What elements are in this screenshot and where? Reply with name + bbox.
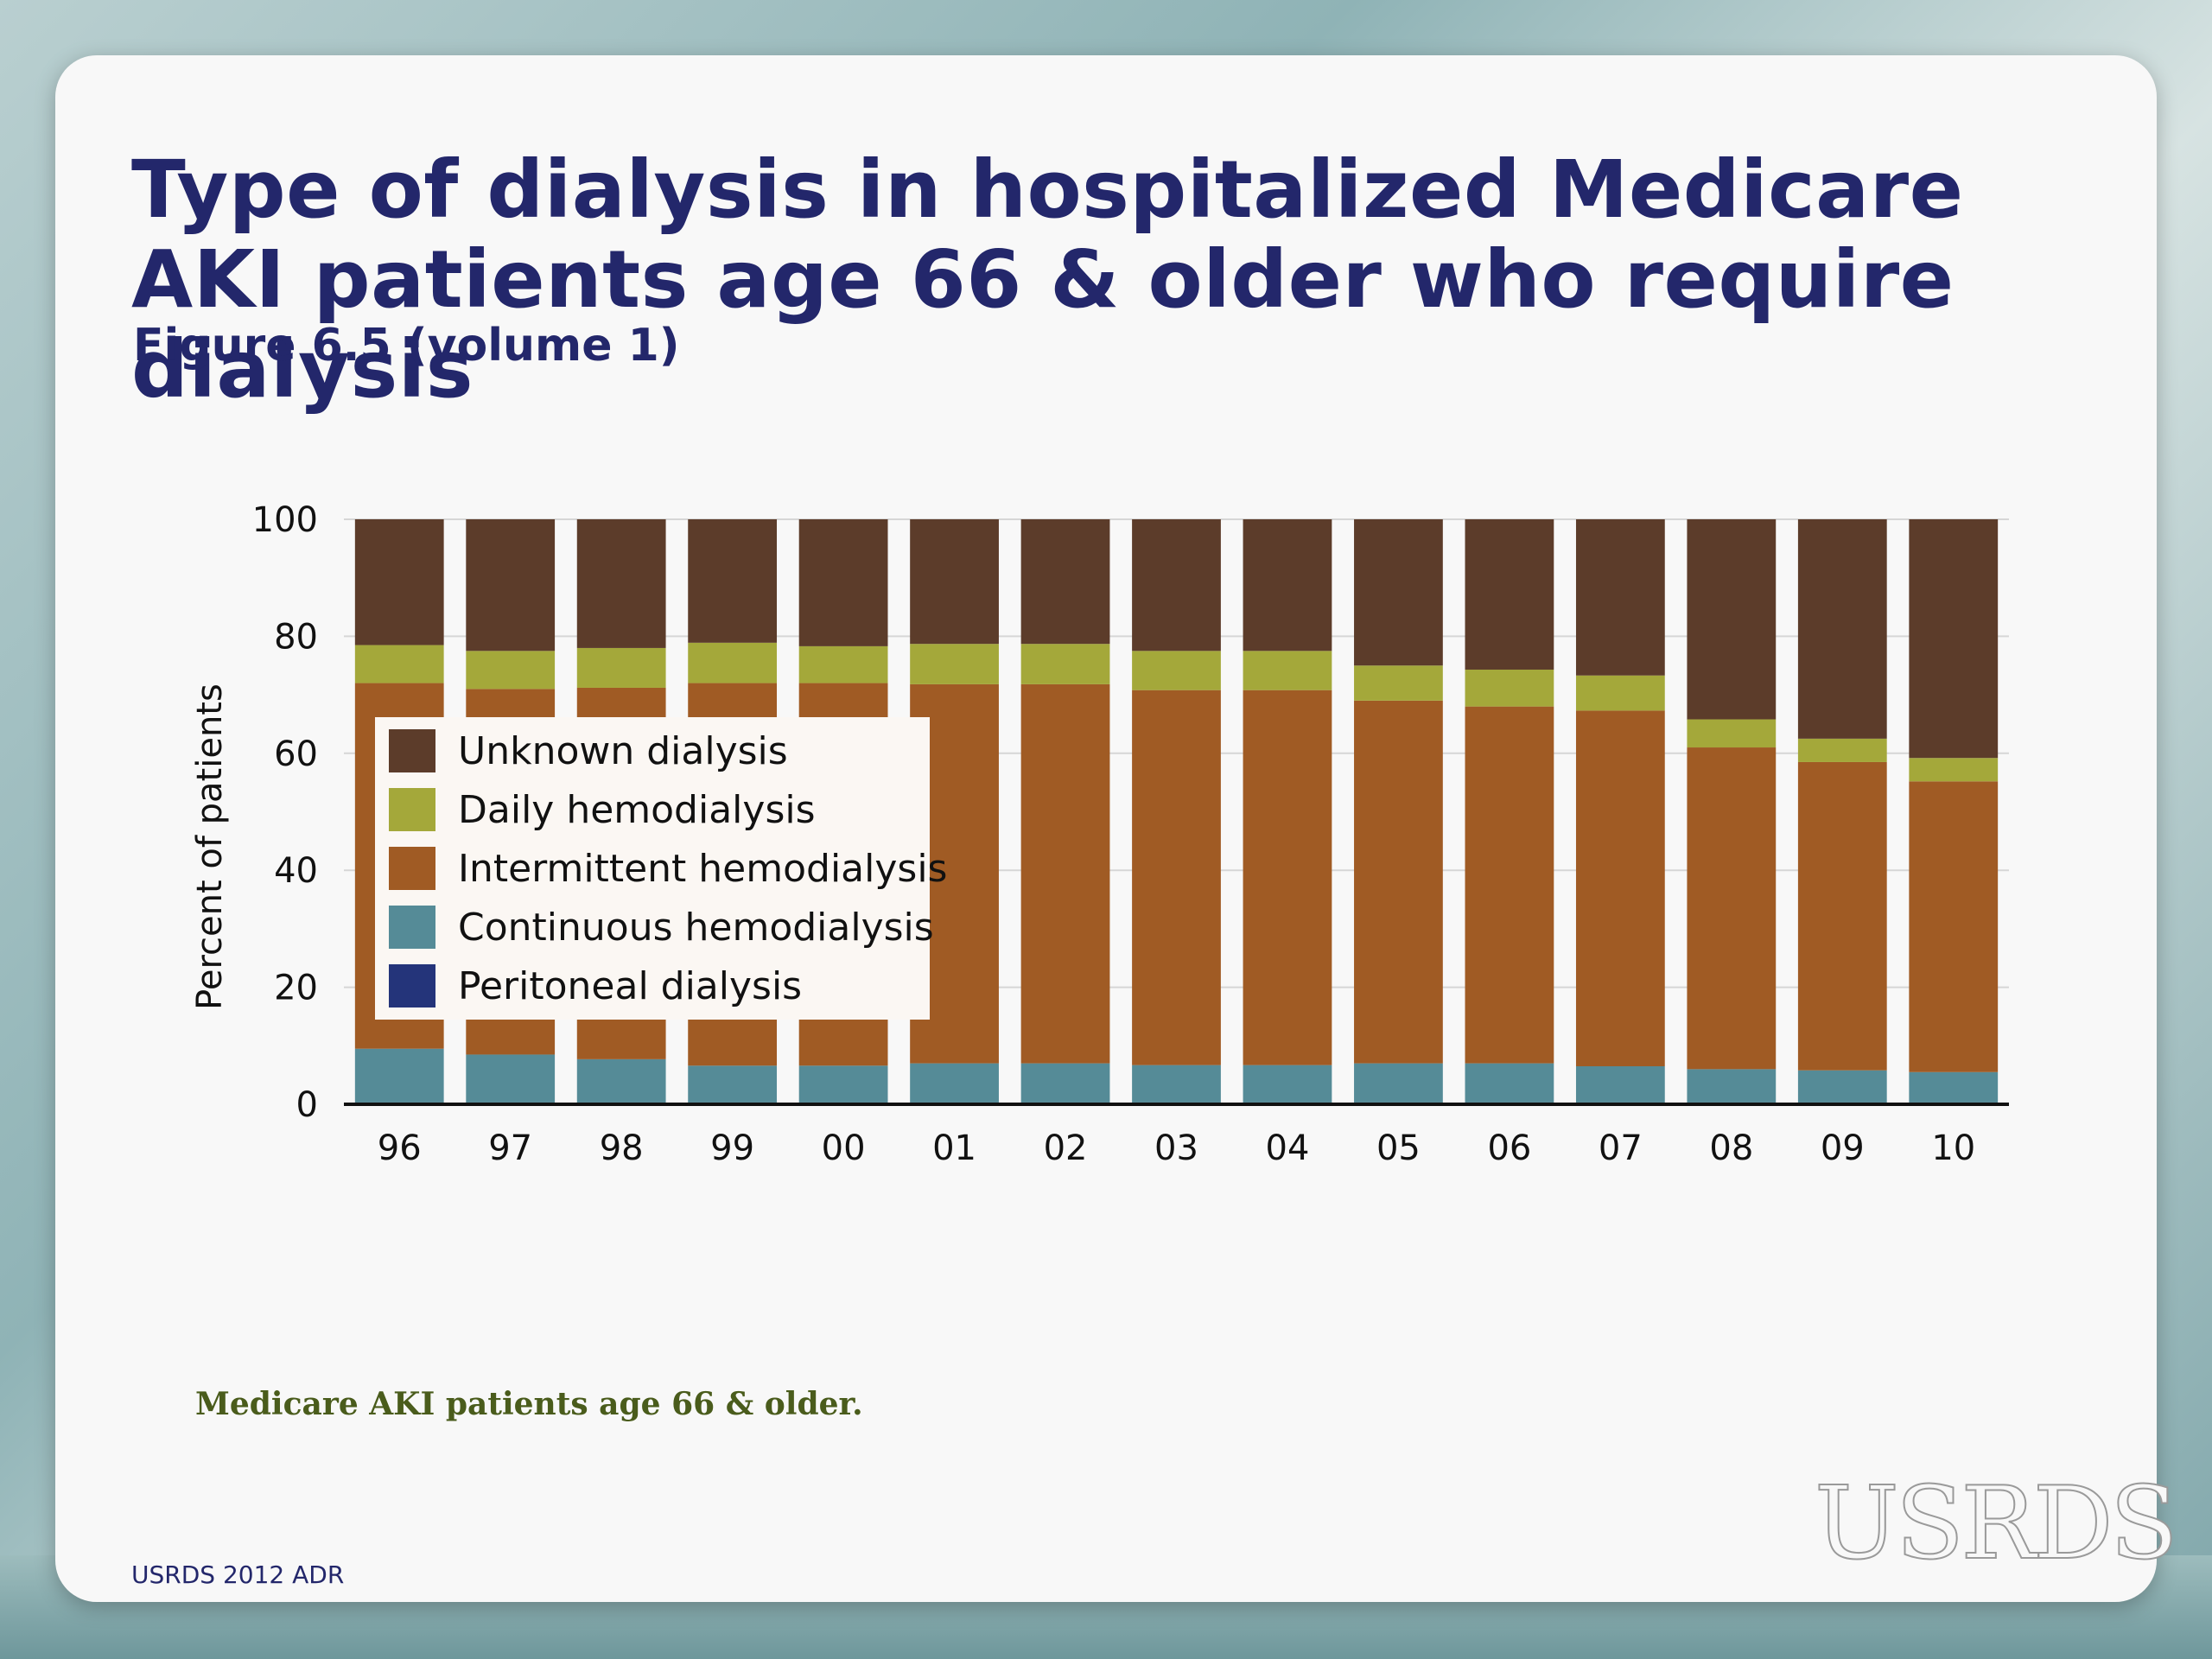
bar-segment bbox=[1465, 519, 1554, 670]
legend-label: Daily hemodialysis bbox=[458, 788, 816, 832]
bar-segment bbox=[910, 1063, 999, 1103]
bar-segment bbox=[466, 519, 556, 652]
x-tick-label: 98 bbox=[600, 1128, 644, 1168]
bar-segment bbox=[1909, 781, 1999, 1072]
bar-segment bbox=[1797, 1070, 1887, 1103]
legend-swatch bbox=[389, 964, 435, 1007]
bar-segment bbox=[354, 519, 444, 645]
legend-swatch bbox=[389, 788, 435, 831]
bar-segment bbox=[1687, 747, 1777, 1070]
x-tick-label: 02 bbox=[1044, 1128, 1088, 1168]
x-tick-label: 04 bbox=[1266, 1128, 1310, 1168]
bar-segment bbox=[1687, 719, 1777, 748]
bar-segment bbox=[466, 651, 556, 690]
bar-segment bbox=[1354, 1063, 1443, 1103]
usrds-logo: USRDS bbox=[1814, 1465, 2179, 1583]
y-tick-label: 80 bbox=[274, 617, 318, 657]
x-tick-label: 08 bbox=[1709, 1128, 1753, 1168]
y-axis-title: Percent of patients bbox=[190, 683, 230, 1010]
x-tick-label: 06 bbox=[1487, 1128, 1531, 1168]
bar-segment bbox=[1575, 675, 1665, 711]
bar-segment bbox=[1575, 519, 1665, 676]
bar-segment bbox=[688, 1065, 778, 1103]
bar-segment bbox=[1354, 665, 1443, 701]
bar-segment bbox=[1797, 761, 1887, 1071]
legend-label: Continuous hemodialysis bbox=[458, 906, 934, 950]
axes: 0 20 40 60 80 100 96 97 98 99 00 01 02 03 04 05 06 07 08 09… bbox=[252, 500, 2009, 1168]
bar-segment bbox=[1465, 1063, 1554, 1103]
bar-segment bbox=[1243, 690, 1332, 1065]
bar-segment bbox=[910, 644, 999, 684]
legend-label: Peritoneal dialysis bbox=[458, 964, 802, 1008]
legend-label: Intermittent hemodialysis bbox=[458, 847, 947, 891]
x-tick-label: 07 bbox=[1599, 1128, 1643, 1168]
slide-title: Type of dialysis in hospitalized Medicar… bbox=[131, 143, 1964, 416]
legend-label: Unknown dialysis bbox=[458, 729, 788, 773]
bar-segment bbox=[1465, 669, 1554, 707]
bar-segment bbox=[576, 1058, 666, 1103]
bar-segment bbox=[1243, 651, 1332, 690]
bar-segment bbox=[466, 1054, 556, 1103]
bar-segment bbox=[1020, 683, 1110, 1064]
bar-segment bbox=[1797, 519, 1887, 739]
bar-segment bbox=[1354, 519, 1443, 666]
x-tick-label: 05 bbox=[1376, 1128, 1421, 1168]
x-tick-label: 00 bbox=[822, 1128, 866, 1168]
y-tick-label: 40 bbox=[274, 851, 318, 891]
y-tick-label: 20 bbox=[274, 969, 318, 1008]
bar-segment bbox=[1132, 651, 1221, 690]
bar-segment bbox=[1020, 519, 1110, 645]
bar-segment bbox=[1132, 690, 1221, 1065]
legend-swatch bbox=[389, 729, 435, 772]
bar-segment bbox=[1687, 1069, 1777, 1103]
bar-segment bbox=[1020, 644, 1110, 684]
bar-segment bbox=[354, 645, 444, 683]
bar-segment bbox=[1797, 738, 1887, 762]
footnote: Medicare AKI patients age 66 & older. bbox=[195, 1386, 863, 1422]
legend-box bbox=[375, 717, 930, 1020]
bar-segment bbox=[1132, 519, 1221, 652]
bar-segment bbox=[1575, 1065, 1665, 1103]
bar-segment bbox=[688, 519, 778, 643]
bar-segment bbox=[1909, 758, 1999, 782]
bar-segment bbox=[354, 1048, 444, 1103]
bar-segment bbox=[798, 1065, 888, 1103]
bar-segment bbox=[1243, 519, 1332, 652]
bar-segment bbox=[1020, 1063, 1110, 1103]
bar-segment bbox=[910, 519, 999, 645]
bar-segment bbox=[1575, 710, 1665, 1066]
legend-swatch bbox=[389, 906, 435, 949]
bar-segment bbox=[576, 647, 666, 688]
x-tick-label: 09 bbox=[1821, 1128, 1865, 1168]
bar-segment bbox=[1132, 1065, 1221, 1103]
y-tick-label: 100 bbox=[252, 500, 318, 540]
bar-segment bbox=[1465, 706, 1554, 1064]
figure-caption: Figure 6.5 (volume 1) bbox=[133, 320, 680, 372]
x-tick-label: 10 bbox=[1931, 1128, 1975, 1168]
legend: Unknown dialysis Daily hemodialysis Interm… bbox=[375, 717, 947, 1020]
y-tick-label: 0 bbox=[296, 1085, 318, 1125]
legend-swatch bbox=[389, 847, 435, 890]
x-tick-label: 03 bbox=[1154, 1128, 1198, 1168]
x-tick-label: 96 bbox=[378, 1128, 422, 1168]
x-tick-label: 97 bbox=[488, 1128, 532, 1168]
bar-segment bbox=[798, 519, 888, 646]
bar-segment bbox=[1909, 519, 1999, 759]
x-tick-label: 01 bbox=[932, 1128, 976, 1168]
bar-segment bbox=[688, 642, 778, 683]
bar-segment bbox=[1243, 1065, 1332, 1103]
bar-segment bbox=[1354, 700, 1443, 1064]
y-tick-label: 60 bbox=[274, 734, 318, 774]
bar-segment bbox=[1687, 519, 1777, 720]
source-label: USRDS 2012 ADR bbox=[131, 1560, 345, 1589]
x-tick-label: 99 bbox=[710, 1128, 754, 1168]
bar-segment bbox=[798, 645, 888, 683]
bar-segment bbox=[1909, 1071, 1999, 1103]
bar-segment bbox=[576, 519, 666, 648]
